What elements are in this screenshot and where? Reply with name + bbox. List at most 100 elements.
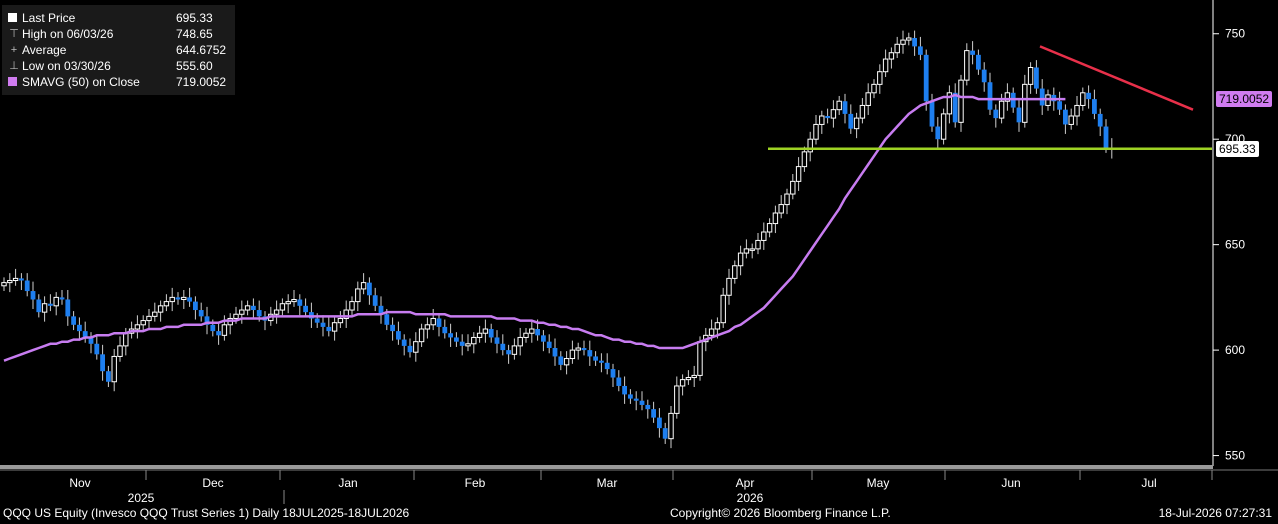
month-label: Dec: [202, 476, 223, 490]
year-label: 2025: [128, 491, 155, 505]
candle: [430, 308, 436, 331]
candle-body-down: [541, 335, 546, 342]
candle-body-down: [401, 339, 407, 346]
candle-body-up: [1004, 92, 1011, 102]
candle: [367, 277, 372, 305]
candle-body-up: [743, 248, 750, 254]
candle: [679, 374, 686, 396]
candle-body-down: [616, 377, 622, 386]
candle-body-up: [720, 294, 726, 324]
candle-body-up: [691, 374, 697, 379]
candle-body-up: [569, 349, 576, 360]
candle-body-down: [970, 50, 975, 55]
candle-body-up: [877, 71, 883, 85]
candle-body-up: [511, 345, 518, 355]
candle-body-down: [987, 82, 993, 110]
candle: [726, 268, 732, 305]
candle-body-down: [320, 322, 326, 327]
candle-body-up: [906, 37, 912, 41]
candle: [239, 300, 245, 324]
candle-body-up: [169, 296, 175, 303]
candle-body-down: [436, 318, 442, 327]
candle-body-up: [343, 309, 349, 319]
candle-body-up: [517, 336, 523, 347]
candle-body-up: [795, 166, 802, 182]
candle: [1063, 104, 1068, 134]
candle-body-down: [407, 345, 413, 353]
candle-body-up: [140, 320, 146, 326]
candle: [273, 300, 280, 324]
legend-label: High on 06/03/26: [22, 27, 114, 41]
candle-body-up: [732, 265, 738, 279]
candle-body-down: [952, 92, 958, 123]
candle-body-up: [117, 345, 123, 357]
month-label: Mar: [597, 476, 618, 490]
month-label: Jan: [338, 476, 357, 490]
footer-timestamp: 18-Jul-2026 07:27:31: [1158, 506, 1272, 520]
candle: [976, 49, 981, 75]
candle-body-down: [976, 54, 981, 70]
candle: [418, 323, 425, 347]
candle-body-up: [1080, 92, 1086, 106]
candle-body-down: [367, 282, 372, 296]
candle-body-down: [662, 428, 668, 439]
candle: [923, 49, 929, 111]
candle-body-up: [737, 252, 744, 267]
candle: [946, 85, 953, 124]
candle: [593, 351, 598, 366]
candle-body-up: [871, 83, 877, 94]
candle: [900, 30, 906, 54]
candle-body-up: [790, 180, 796, 195]
candle: [157, 300, 164, 322]
candle-body-down: [314, 318, 320, 323]
candle-body-up: [778, 204, 784, 214]
candle: [198, 302, 204, 322]
candle: [743, 239, 750, 259]
candle: [877, 64, 883, 94]
candle: [88, 332, 94, 354]
candle-body-up: [964, 50, 970, 81]
candle-body-down: [587, 350, 593, 357]
candle: [482, 319, 489, 343]
candle-body-up: [801, 151, 808, 168]
candle-body-up: [761, 231, 767, 241]
candle-body-down: [59, 297, 65, 300]
candle: [830, 100, 837, 128]
candle: [778, 195, 784, 219]
candle-body-up: [714, 322, 721, 330]
candle: [320, 315, 326, 337]
candle-body-down: [77, 324, 82, 332]
candle-body-up: [123, 332, 129, 347]
candle: [355, 281, 361, 312]
candle: [906, 32, 912, 46]
candle-body-up: [163, 301, 170, 307]
candle: [476, 325, 483, 343]
candle-body-up: [41, 303, 48, 313]
candle: [1086, 85, 1091, 109]
candle: [952, 83, 958, 128]
candle: [622, 376, 627, 404]
candle-body-up: [53, 296, 59, 307]
candle: [628, 389, 633, 404]
legend-value: 719.0052: [176, 75, 227, 89]
candle: [981, 62, 987, 92]
candle-body-down: [175, 297, 181, 300]
candle-body-up: [285, 301, 291, 305]
candle-body-up: [7, 280, 13, 284]
candle-body-up: [152, 311, 158, 317]
candle-body-down: [256, 310, 262, 317]
candle: [204, 306, 210, 335]
high-marker-icon: ⊤: [9, 28, 19, 40]
candle: [599, 353, 604, 373]
candle: [285, 294, 291, 314]
candle: [807, 131, 813, 162]
candle-body-down: [488, 329, 494, 338]
candle-body-down: [622, 385, 627, 395]
candle-body-up: [766, 223, 773, 233]
candle-body-down: [651, 409, 656, 418]
candle: [297, 294, 303, 316]
candle: [662, 422, 668, 444]
candle-body-down: [303, 305, 308, 313]
candle-body-down: [639, 400, 645, 405]
candle-body-up: [946, 92, 953, 115]
